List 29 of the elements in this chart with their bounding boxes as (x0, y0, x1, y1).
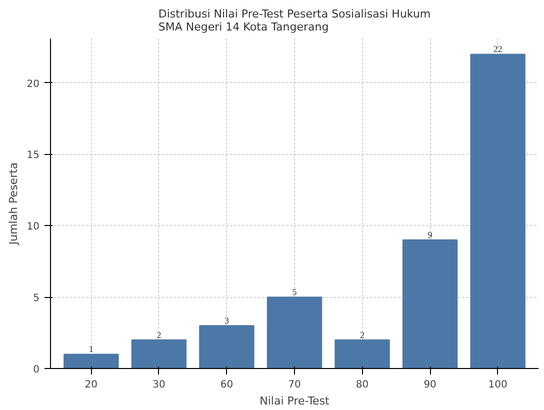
chart-title: Distribusi Nilai Pre-Test Peserta Sosialisasi Hukum SMA Negeri 14 Kota Tangerang (158, 8, 431, 34)
bar (402, 239, 458, 368)
y-tick-label: 10 (26, 222, 40, 233)
y-tick-label: 5 (33, 293, 40, 304)
x-tick-label: 30 (152, 380, 166, 390)
y-tick-label: 20 (26, 78, 40, 90)
y-axis-title: Jumlah Peserta (6, 162, 20, 246)
data-label: 9 (428, 230, 433, 240)
x-axis-title: Nilai Pre-Test (260, 394, 330, 408)
data-label: 5 (292, 287, 298, 298)
x-tick-label: 80 (356, 380, 369, 390)
bar (131, 339, 187, 368)
x-tick-label: 70 (288, 380, 301, 390)
y-tick-label: 15 (26, 150, 40, 162)
x-tick-label: 100 (488, 380, 508, 390)
bar (334, 339, 390, 368)
data-label: 2 (156, 330, 162, 340)
x-tick-label: 60 (220, 380, 234, 390)
x-tick-label: 90 (424, 380, 436, 390)
data-label: 2 (360, 330, 365, 340)
bar (199, 325, 254, 368)
bar (470, 54, 526, 368)
data-label: 3 (224, 316, 230, 326)
bar (64, 354, 119, 368)
y-tick-label: 0 (33, 364, 40, 376)
bar (266, 296, 322, 368)
x-tick-label: 20 (84, 380, 98, 390)
data-label: 22 (493, 44, 502, 54)
data-label: 1 (88, 344, 94, 354)
